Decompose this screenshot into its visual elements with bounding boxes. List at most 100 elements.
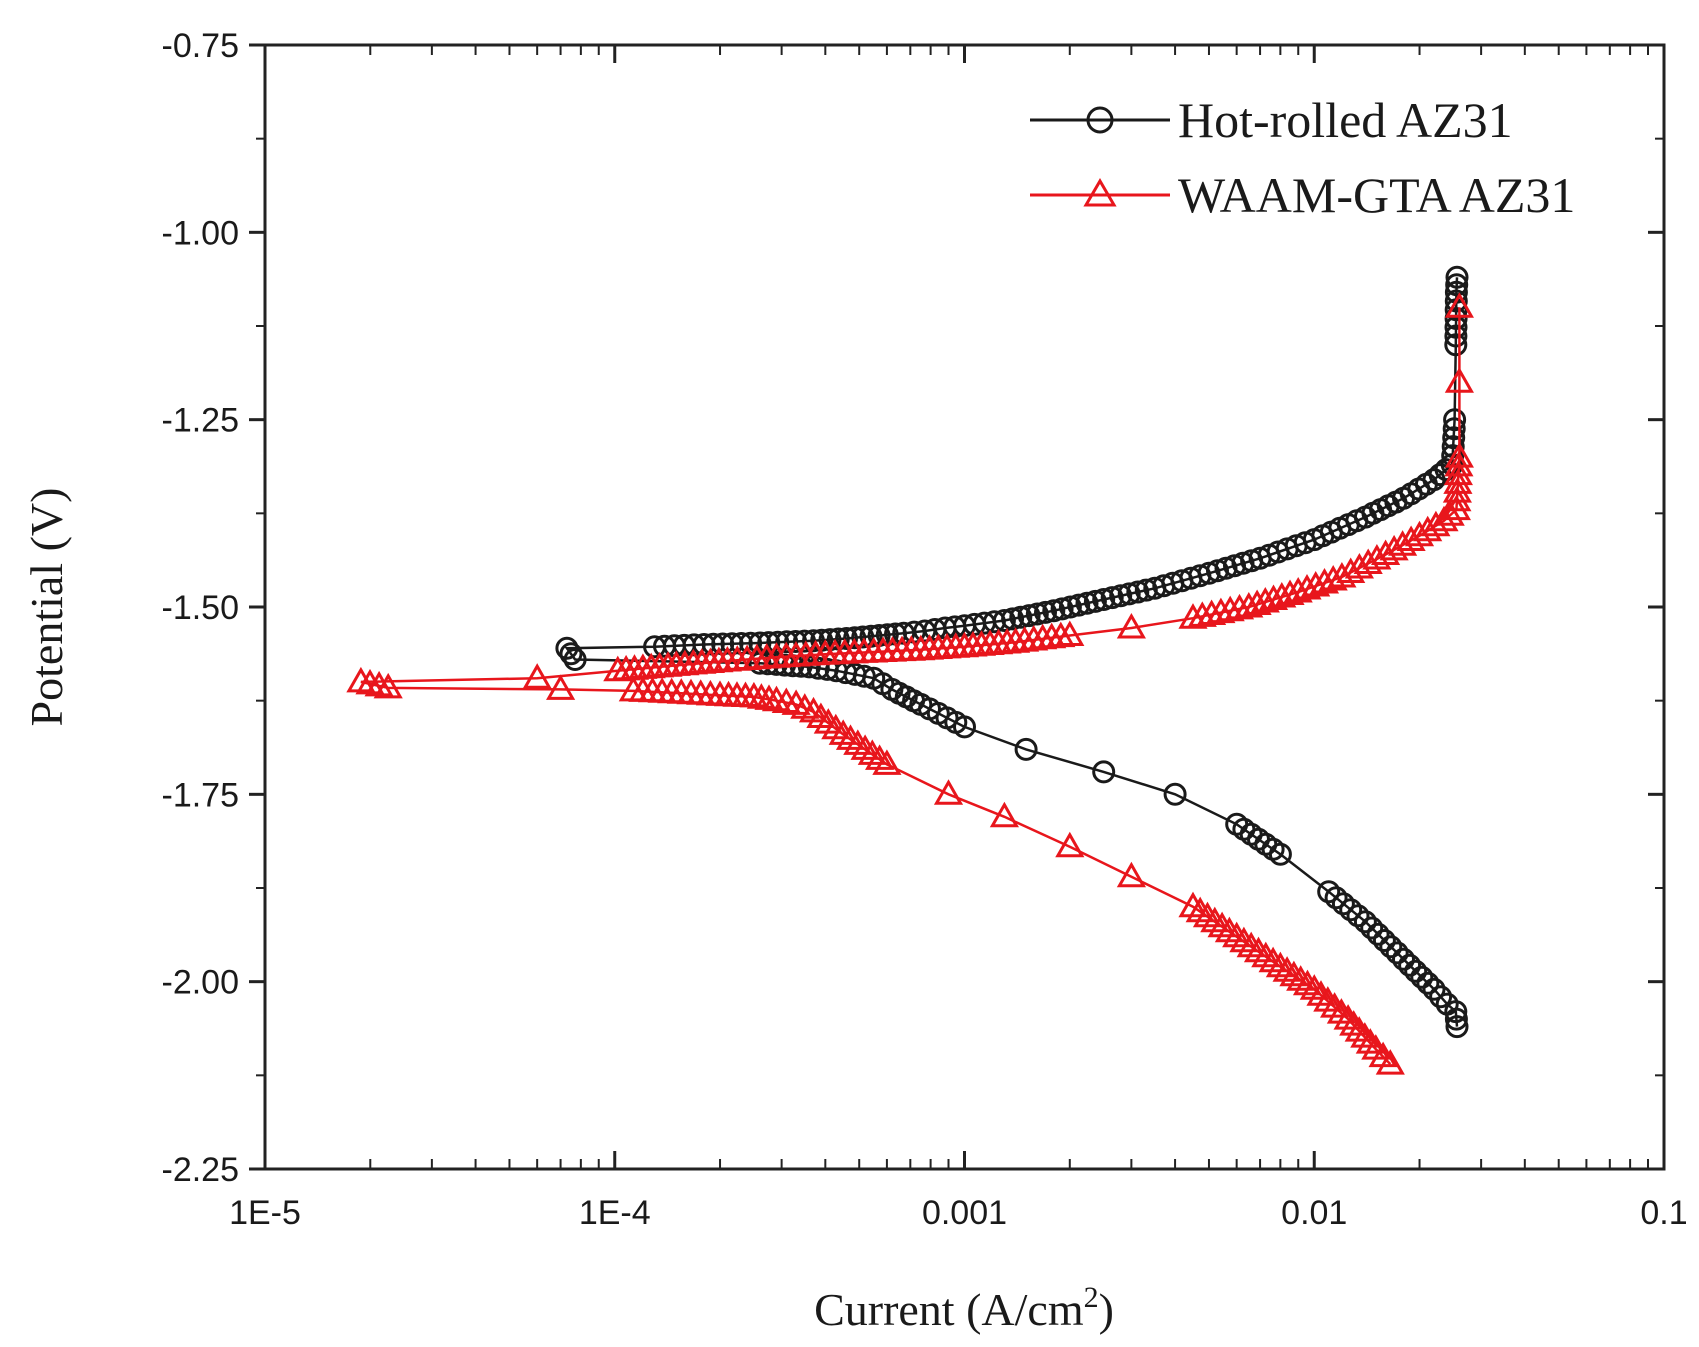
x-tick-label: 0.1 [1640, 1194, 1687, 1232]
series-layer [346, 265, 1474, 1075]
data-point [1443, 459, 1473, 486]
x-tick-label: 1E-5 [229, 1194, 301, 1232]
data-point [1410, 965, 1434, 989]
data-point [1109, 584, 1133, 608]
data-point [1092, 760, 1116, 784]
data-point [1292, 573, 1322, 600]
data-point [1224, 593, 1255, 620]
data-point [1092, 588, 1116, 611]
data-point [1178, 603, 1208, 629]
data-point [1385, 941, 1409, 965]
data-point [1375, 1049, 1405, 1075]
plot-frame [263, 43, 1666, 1171]
data-point [1075, 591, 1099, 615]
data-point [1309, 567, 1340, 594]
data-point [618, 675, 648, 702]
data-point [1444, 367, 1474, 393]
data-point [790, 693, 820, 719]
data-point [1301, 570, 1331, 597]
y-tick-label: -0.75 [162, 27, 240, 65]
data-point [806, 656, 830, 680]
data-point [1353, 910, 1377, 934]
data-point [1055, 831, 1085, 858]
data-point [1117, 582, 1141, 606]
data-point [815, 657, 839, 681]
y-tick-label: -1.50 [162, 589, 240, 627]
data-point [933, 779, 964, 805]
data-point [1197, 599, 1227, 625]
legend-label-waam: WAAM-GTA AZ31 [1178, 167, 1575, 223]
x-axis-title: Current (A/cm2) [814, 1281, 1114, 1335]
data-point [843, 626, 867, 650]
data-point [1317, 880, 1341, 904]
data-point [1206, 597, 1236, 624]
data-point [1001, 607, 1025, 631]
data-point [1404, 959, 1428, 983]
data-point [1445, 1015, 1469, 1039]
data-point [1034, 600, 1057, 624]
data-point [546, 674, 576, 700]
data-point [1443, 408, 1467, 432]
data-point [1372, 929, 1396, 952]
axis-ticks [249, 43, 1666, 1171]
data-point [373, 672, 403, 699]
data-point [1442, 477, 1472, 503]
data-point [1379, 935, 1403, 959]
data-point [1444, 333, 1468, 357]
x-tick-label: 1E-4 [579, 1194, 651, 1232]
x-axis-title-superscript: 2 [1084, 1281, 1099, 1314]
series-hot-rolled-az31 [555, 265, 1469, 1039]
y-tick-label: -1.75 [162, 776, 240, 814]
data-point [1215, 595, 1245, 622]
data-point [1058, 595, 1082, 619]
data-point [992, 609, 1016, 632]
data-point [1444, 450, 1474, 477]
data-point [1025, 602, 1049, 626]
data-point [1225, 812, 1249, 836]
data-point [1083, 589, 1107, 613]
legend: Hot-rolled AZ31 WAAM-GTA AZ31 [1030, 92, 1575, 223]
data-point [802, 629, 825, 653]
data-point [766, 630, 790, 654]
y-tick-label: -2.00 [162, 964, 240, 1002]
data-point [1116, 861, 1146, 888]
data-point [1017, 604, 1041, 628]
data-point [1445, 265, 1469, 289]
data-point [364, 670, 394, 697]
data-point [1442, 426, 1466, 450]
y-tick-labels: -0.75 -1.00 -1.25 -1.50 -1.75 -2.00 -2.25 [162, 27, 240, 1189]
x-tick-label: 0.001 [922, 1194, 1007, 1232]
data-point [1444, 442, 1474, 468]
data-point [793, 629, 816, 653]
data-point [781, 689, 811, 715]
data-point [1398, 953, 1422, 977]
data-point [1163, 782, 1187, 806]
data-point [1360, 916, 1384, 940]
data-point [1444, 289, 1468, 313]
data-point [1324, 886, 1348, 910]
data-point [1445, 273, 1469, 297]
data-point [1442, 485, 1472, 512]
data-point [1055, 620, 1085, 646]
data-point [1283, 576, 1313, 603]
y-axis-title: Potential (V) [21, 488, 72, 727]
y-tick-label: -1.00 [162, 214, 240, 252]
data-point [1435, 992, 1459, 1016]
data-point [1392, 947, 1415, 971]
data-point [1275, 579, 1305, 605]
data-point [1444, 324, 1468, 348]
data-point [1366, 922, 1390, 946]
data-point [559, 642, 583, 666]
data-point [851, 625, 875, 649]
data-point [355, 668, 385, 695]
data-point [1014, 737, 1038, 761]
y-tick-label: -1.25 [162, 402, 240, 440]
data-point [771, 687, 801, 713]
data-point [1185, 896, 1215, 923]
data-point [346, 666, 376, 693]
x-tick-label: 0.01 [1281, 1194, 1347, 1232]
data-point [1116, 612, 1146, 639]
data-point [1187, 601, 1217, 627]
series-waam-gta-az31 [346, 292, 1474, 1075]
data-point [1346, 904, 1370, 928]
